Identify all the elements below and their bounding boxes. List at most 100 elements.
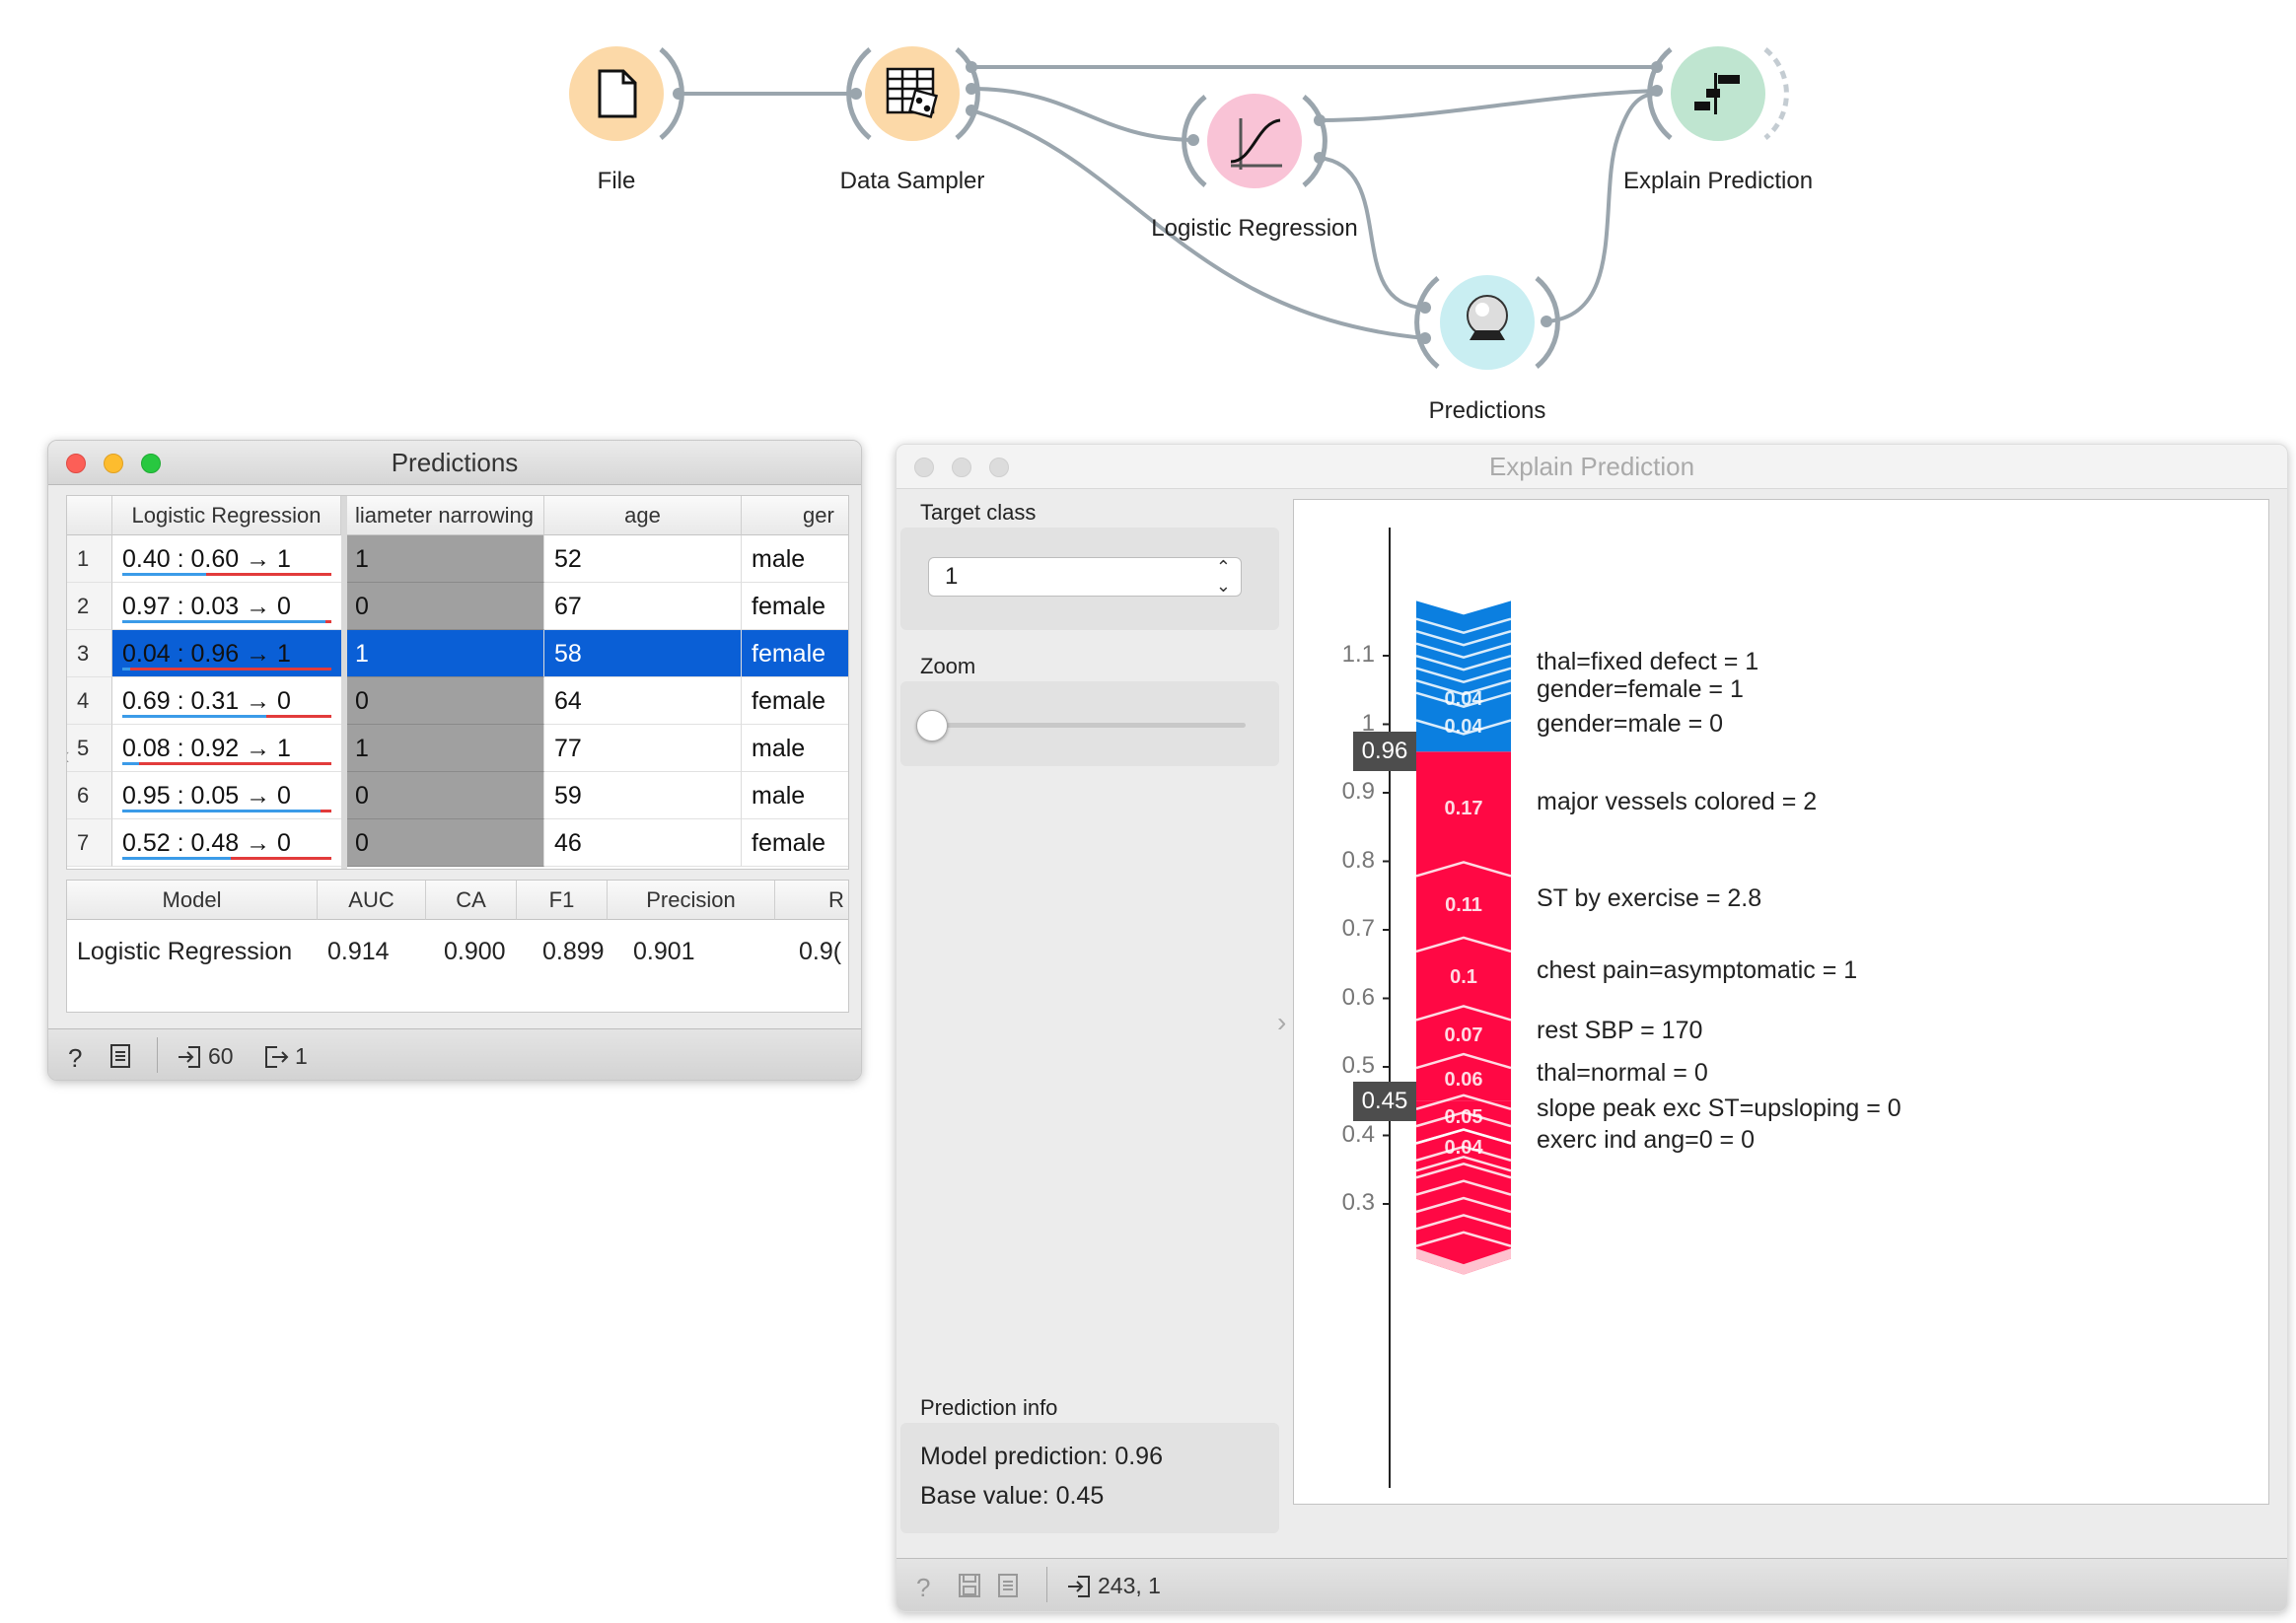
axis-tick-label: 0.6 bbox=[1341, 983, 1375, 1011]
gender-cell[interactable]: female bbox=[742, 677, 848, 725]
age-cell[interactable]: 67 bbox=[544, 583, 742, 630]
link-sampler-predictions[interactable] bbox=[970, 108, 1426, 340]
prediction-cell[interactable]: 0.95 : 0.05 → 0 bbox=[112, 772, 341, 819]
positive-segment-boundary bbox=[1415, 1094, 1512, 1110]
prediction-cell[interactable]: 0.97 : 0.03 → 0 bbox=[112, 583, 341, 630]
target-cell[interactable]: 1 bbox=[347, 535, 544, 583]
file-node-label: File bbox=[597, 168, 636, 194]
data-sampler-node-label: Data Sampler bbox=[839, 168, 985, 194]
zoom-button[interactable] bbox=[989, 458, 1009, 477]
report-icon[interactable] bbox=[997, 1573, 1019, 1598]
score-header-auc[interactable]: AUC bbox=[318, 881, 426, 920]
axis-tick-label: 1 bbox=[1361, 709, 1375, 737]
column-header-model[interactable]: Logistic Regression bbox=[112, 496, 341, 535]
target-cell[interactable]: 1 bbox=[347, 630, 544, 677]
table-row[interactable]: 6 0.95 : 0.05 → 0 0 59 male bbox=[67, 772, 848, 819]
age-cell[interactable]: 59 bbox=[544, 772, 742, 819]
table-row[interactable]: 5 0.08 : 0.92 → 1 1 77 male bbox=[67, 725, 848, 772]
close-button[interactable] bbox=[66, 454, 86, 473]
output-icon bbox=[265, 1045, 289, 1068]
target-value: 1 bbox=[355, 640, 369, 668]
negative-segment-boundary bbox=[1415, 654, 1512, 671]
zoom-slider-track[interactable] bbox=[930, 723, 1246, 728]
target-cell[interactable]: 0 bbox=[347, 819, 544, 867]
prediction-cell[interactable]: 0.52 : 0.48 → 0 bbox=[112, 819, 341, 867]
positive-segment-boundary bbox=[1415, 936, 1512, 953]
gender-cell[interactable]: female bbox=[742, 819, 848, 867]
minimize-button[interactable] bbox=[104, 454, 123, 473]
link-predictions-explain[interactable] bbox=[1545, 92, 1658, 323]
age-cell[interactable]: 77 bbox=[544, 725, 742, 772]
probability-bar-class-0 bbox=[122, 762, 139, 765]
prediction-cell[interactable]: 0.04 : 0.96 → 1 bbox=[112, 630, 341, 677]
probability-bar-class-0 bbox=[122, 668, 130, 670]
probability-bar-class-1 bbox=[206, 573, 331, 576]
help-icon[interactable]: ? bbox=[68, 1043, 83, 1073]
predictions-node-label: Predictions bbox=[1428, 397, 1546, 424]
link-sampler-lr[interactable] bbox=[970, 87, 1194, 142]
target-cell[interactable]: 1 bbox=[347, 725, 544, 772]
chevron-left-icon[interactable]: ‹ bbox=[67, 741, 70, 771]
probability-bar-class-1 bbox=[139, 762, 331, 765]
save-icon[interactable] bbox=[958, 1573, 981, 1598]
column-header-diameter[interactable]: liameter narrowing bbox=[347, 496, 544, 535]
target-cell[interactable]: 0 bbox=[347, 583, 544, 630]
explain-prediction-node-label: Explain Prediction bbox=[1622, 168, 1814, 194]
column-header-age[interactable]: age bbox=[544, 496, 742, 535]
score-header-model[interactable]: Model bbox=[67, 881, 318, 920]
age-cell[interactable]: 58 bbox=[544, 630, 742, 677]
close-button[interactable] bbox=[914, 458, 934, 477]
chevron-right-icon[interactable]: › bbox=[1277, 1007, 1287, 1037]
table-row[interactable]: 2 0.97 : 0.03 → 0 0 67 female bbox=[67, 583, 848, 630]
gender-cell[interactable]: female bbox=[742, 583, 848, 630]
gender-cell[interactable]: male bbox=[742, 725, 848, 772]
target-cell[interactable]: 0 bbox=[347, 677, 544, 725]
target-cell[interactable]: 0 bbox=[347, 772, 544, 819]
input-summary[interactable]: 243, 1 bbox=[1066, 1573, 1161, 1599]
probability-bar-class-0 bbox=[122, 620, 325, 623]
positive-segment-boundary bbox=[1415, 1196, 1512, 1214]
probability-bar-class-1 bbox=[130, 668, 331, 670]
score-header-recall[interactable]: R bbox=[775, 881, 848, 920]
age-cell[interactable]: 46 bbox=[544, 819, 742, 867]
segment-value-label: 0.04 bbox=[1444, 1137, 1483, 1160]
segment-value-label: 0.04 bbox=[1444, 715, 1483, 738]
input-summary[interactable]: 60 bbox=[177, 1043, 234, 1070]
table-row[interactable]: 7 0.52 : 0.48 → 0 0 46 female bbox=[67, 819, 848, 867]
gender-value: female bbox=[752, 829, 826, 857]
score-header-f1[interactable]: F1 bbox=[517, 881, 608, 920]
prediction-cell[interactable]: 0.69 : 0.31 → 0 bbox=[112, 677, 341, 725]
output-summary[interactable]: 1 bbox=[263, 1043, 308, 1070]
minimize-button[interactable] bbox=[952, 458, 971, 477]
age-cell[interactable]: 64 bbox=[544, 677, 742, 725]
zoom-slider-handle[interactable] bbox=[916, 710, 948, 741]
target-value: 0 bbox=[355, 593, 369, 620]
predictions-table[interactable]: Logistic Regression liameter narrowing a… bbox=[66, 495, 849, 870]
score-header-precision[interactable]: Precision bbox=[608, 881, 775, 920]
age-cell[interactable]: 52 bbox=[544, 535, 742, 583]
negative-segment-boundary bbox=[1415, 629, 1512, 647]
feature-label: gender=female = 1 bbox=[1537, 674, 1744, 703]
updown-chevron-icon: ⌃ ⌄ bbox=[1215, 557, 1231, 596]
link-lr-predictions[interactable] bbox=[1319, 156, 1426, 310]
score-header-ca[interactable]: CA bbox=[426, 881, 517, 920]
table-splitter[interactable] bbox=[341, 496, 347, 869]
report-icon[interactable] bbox=[109, 1043, 131, 1069]
positive-tail-fade bbox=[1416, 1248, 1511, 1275]
segment-value-label: 0.1 bbox=[1450, 965, 1477, 988]
help-icon[interactable]: ? bbox=[916, 1573, 931, 1602]
table-row[interactable]: 3 0.04 : 0.96 → 1 1 58 female bbox=[67, 630, 848, 677]
column-header-gender[interactable]: ger bbox=[742, 496, 848, 535]
link-lr-explain[interactable] bbox=[1319, 89, 1658, 122]
table-row[interactable]: 4 0.69 : 0.31 → 0 0 64 female bbox=[67, 677, 848, 725]
prediction-cell[interactable]: 0.40 : 0.60 → 1 bbox=[112, 535, 341, 583]
probability-bar-class-1 bbox=[325, 620, 331, 623]
zoom-button[interactable] bbox=[141, 454, 161, 473]
gender-cell[interactable]: female bbox=[742, 630, 848, 677]
target-class-select[interactable]: 1 ⌃ ⌄ bbox=[928, 557, 1242, 597]
gender-cell[interactable]: male bbox=[742, 772, 848, 819]
gender-cell[interactable]: male bbox=[742, 535, 848, 583]
prediction-cell[interactable]: 0.08 : 0.92 → 1 bbox=[112, 725, 341, 772]
workflow-canvas[interactable]: File Data Sampler Logistic Regression Pr… bbox=[0, 0, 2296, 434]
table-row[interactable]: 1 0.40 : 0.60 → 1 1 52 male bbox=[67, 535, 848, 583]
